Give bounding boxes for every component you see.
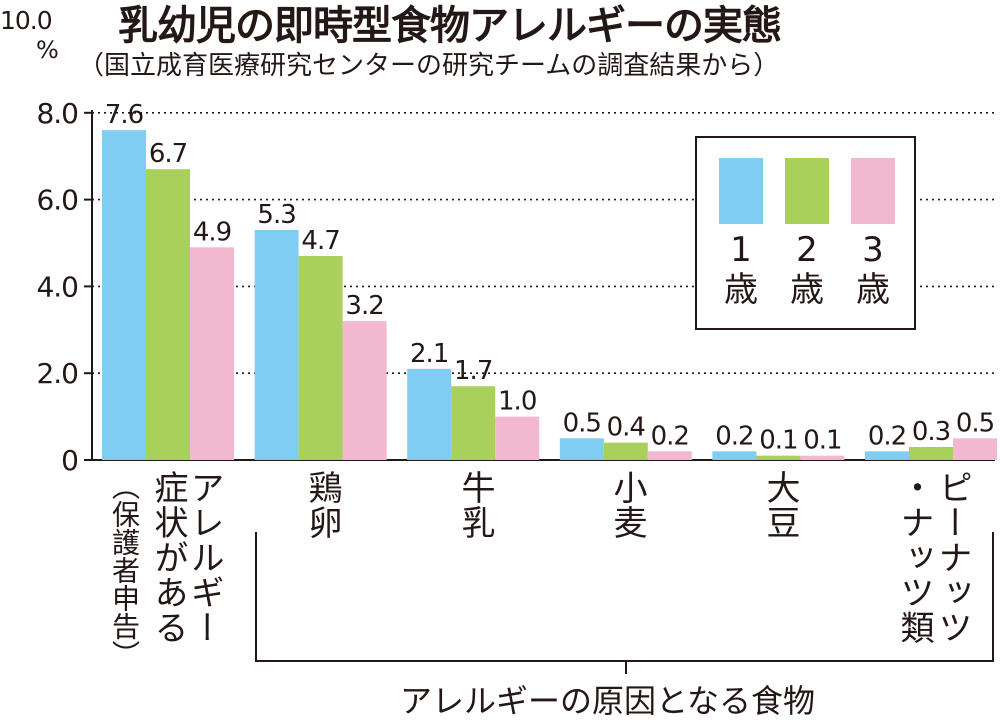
- y-tick-label: 0: [61, 444, 78, 477]
- legend-label-number: 1: [730, 230, 752, 270]
- category-label: 小麦: [607, 470, 647, 540]
- chart-subtitle: （国立成育医療研究センターの研究チームの調査結果から）: [78, 51, 780, 81]
- bar-value-label: 1.7: [454, 356, 492, 386]
- bar: [712, 451, 757, 460]
- bar: [559, 438, 604, 460]
- category-label: 症状がある: [148, 470, 188, 645]
- bar-value-label: 2.1: [410, 339, 448, 369]
- bar: [407, 368, 452, 460]
- bar: [102, 130, 146, 460]
- category-label: ・ナッツ類: [894, 470, 934, 645]
- y-tick-label: 6.0: [36, 184, 78, 217]
- legend-swatch: [851, 158, 895, 224]
- bar: [495, 416, 540, 460]
- bar: [953, 438, 997, 460]
- legend-label-unit: 歳: [856, 270, 890, 310]
- legend-swatch: [719, 158, 763, 224]
- y-tick-label: 8.0: [36, 97, 78, 130]
- bar-value-label: 1.0: [498, 387, 536, 417]
- bar: [603, 442, 648, 460]
- category-bracket: [255, 532, 994, 662]
- bar-value-label: 7.6: [105, 100, 143, 130]
- category-label: 鶏卵: [302, 470, 342, 540]
- bar-value-label: 0.4: [607, 413, 646, 443]
- x-axis-title: アレルギーの原因となる食物: [400, 682, 816, 720]
- legend-swatch: [785, 158, 829, 224]
- bar-value-label: 5.3: [257, 200, 295, 230]
- bar: [146, 169, 190, 460]
- legend-label-number: 3: [862, 230, 884, 270]
- unit-value: 10.0: [0, 6, 53, 35]
- chart-title: 乳幼児の即時型食物アレルギーの実態: [118, 3, 782, 49]
- legend-label-number: 2: [796, 230, 818, 270]
- legend-label-unit: 歳: [724, 270, 758, 310]
- bar-value-label: 0.5: [956, 408, 994, 438]
- bar-value-label: 0.2: [868, 421, 906, 451]
- category-label: 大豆: [760, 470, 800, 540]
- legend-label-unit: 歳: [790, 270, 824, 310]
- bar: [451, 386, 496, 460]
- bar: [298, 256, 343, 460]
- category-label: ピーナッツ: [932, 470, 972, 645]
- bar: [865, 451, 909, 460]
- bar-value-label: 0.1: [759, 426, 797, 456]
- bar-value-label: 0.2: [651, 421, 689, 451]
- unit-symbol: %: [36, 36, 59, 64]
- bar: [756, 455, 801, 460]
- bar: [647, 451, 692, 460]
- bar-value-label: 4.9: [193, 217, 231, 247]
- category-note: （保護者申告）: [108, 472, 141, 668]
- bar: [190, 247, 234, 460]
- bar: [800, 455, 845, 460]
- bar-value-label: 0.5: [563, 408, 601, 438]
- bar-value-label: 0.1: [803, 426, 841, 456]
- bar-value-label: 4.7: [301, 226, 339, 256]
- y-tick-label: 4.0: [36, 270, 78, 303]
- category-label: アレルギー: [184, 470, 224, 645]
- bar: [254, 229, 299, 460]
- y-tick-label: 2.0: [36, 357, 78, 390]
- bar: [342, 321, 387, 460]
- bar-value-label: 0.3: [912, 417, 950, 447]
- bar-value-label: 0.2: [715, 421, 753, 451]
- bar-value-label: 3.2: [345, 291, 383, 321]
- category-label: 牛乳: [455, 470, 495, 540]
- bar: [909, 446, 953, 460]
- bar-value-label: 6.7: [149, 139, 187, 169]
